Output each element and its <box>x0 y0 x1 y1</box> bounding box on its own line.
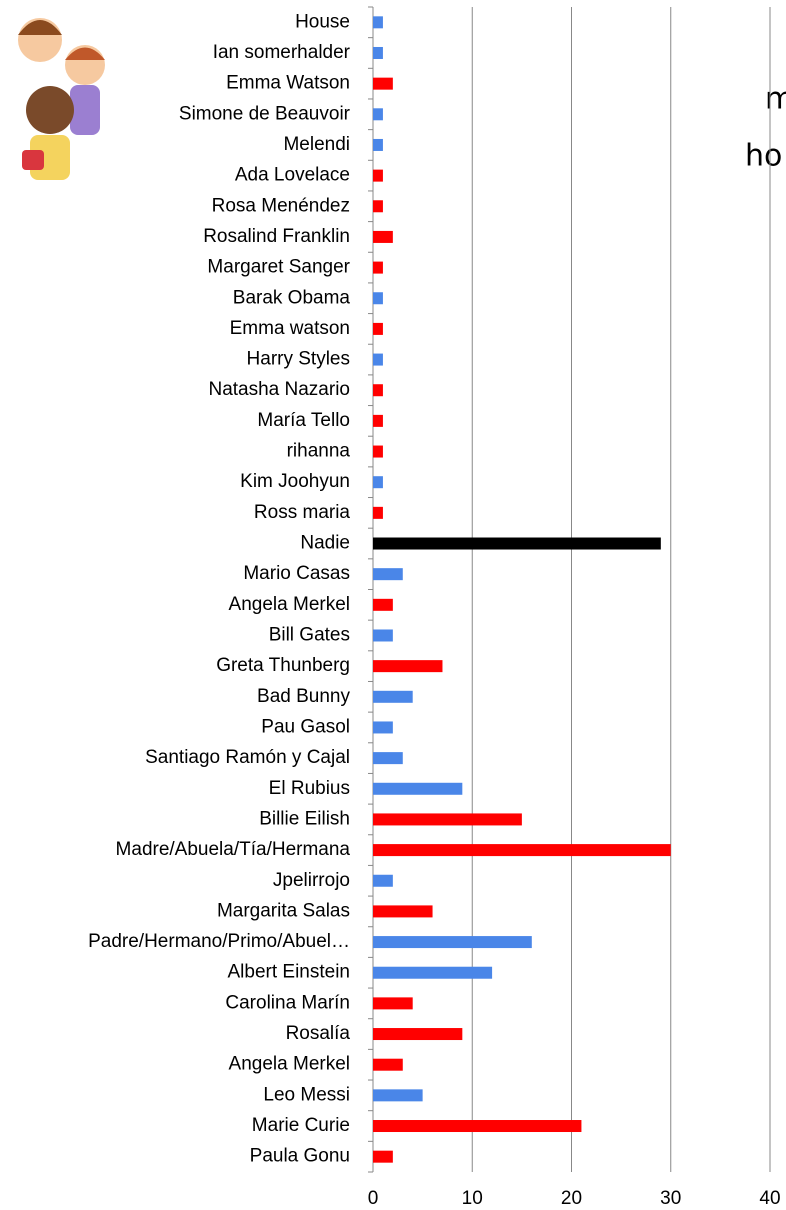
y-tick-label: Barak Obama <box>233 287 351 308</box>
bar <box>373 506 383 519</box>
bar <box>373 782 463 795</box>
y-tick-label: Rosalía <box>286 1023 351 1044</box>
y-tick-label: Leo Messi <box>263 1084 350 1105</box>
y-tick-label: Paula Gonu <box>250 1146 350 1167</box>
x-tick-label: 20 <box>561 1188 582 1209</box>
bar <box>373 966 493 979</box>
x-tick-label: 0 <box>368 1188 379 1209</box>
bar <box>373 230 393 243</box>
y-tick-label: Pau Gasol <box>261 716 350 737</box>
y-tick-label: Angela Merkel <box>229 1054 350 1075</box>
y-tick-label: Madre/Abuela/Tía/Hermana <box>116 839 351 860</box>
bar <box>373 476 383 489</box>
bar <box>373 598 393 611</box>
y-tick-label: María Tello <box>257 410 350 431</box>
y-tick-label: El Rubius <box>269 778 350 799</box>
y-tick-label: Ada Lovelace <box>235 165 350 186</box>
kids-illustration <box>18 18 105 180</box>
bar <box>373 46 383 59</box>
y-tick-label: Rosalind Franklin <box>203 226 350 247</box>
y-tick-label: Greta Thunberg <box>216 655 350 676</box>
bar <box>373 169 383 182</box>
y-tick-label: rihanna <box>287 441 351 462</box>
y-tick-label: Kim Joohyun <box>240 471 350 492</box>
y-tick-label: Padre/Hermano/Primo/Abuel… <box>88 931 350 952</box>
y-tick-label: Angela Merkel <box>229 594 350 615</box>
bar <box>373 690 413 703</box>
bar <box>373 568 403 581</box>
bar <box>373 813 522 826</box>
y-tick-label: Nadie <box>300 533 350 554</box>
bar <box>373 16 383 29</box>
y-tick-label: Ross maria <box>254 502 351 523</box>
y-tick-label: Margaret Sanger <box>207 257 350 278</box>
y-tick-label: Margarita Salas <box>217 900 350 921</box>
bar <box>373 77 393 90</box>
y-tick-label: Natasha Nazario <box>208 379 350 400</box>
bar <box>373 414 383 427</box>
y-tick-label: Bad Bunny <box>257 686 350 707</box>
y-tick-label: House <box>295 11 350 32</box>
bar <box>373 1058 403 1071</box>
y-tick-label: Carolina Marín <box>225 992 350 1013</box>
y-tick-label: Melendi <box>283 134 350 155</box>
bar <box>373 844 671 857</box>
bar <box>373 108 383 121</box>
side-text: ho <box>745 139 782 174</box>
bar <box>373 629 393 642</box>
bar <box>373 721 393 734</box>
bar <box>373 261 383 274</box>
bar <box>373 445 383 458</box>
y-tick-label: Simone de Beauvoir <box>179 103 351 124</box>
bar <box>373 322 383 335</box>
bar <box>373 1150 393 1163</box>
y-tick-label: Harry Styles <box>247 349 350 370</box>
y-tick-label: Bill Gates <box>269 625 350 646</box>
y-tick-label: Rosa Menéndez <box>212 195 350 216</box>
y-tick-label: Santiago Ramón y Cajal <box>145 747 350 768</box>
bar <box>373 997 413 1010</box>
bar <box>373 292 383 305</box>
y-tick-label: Emma Watson <box>226 73 350 94</box>
y-tick-label: Mario Casas <box>243 563 350 584</box>
bar <box>373 752 403 765</box>
x-tick-label: 10 <box>462 1188 483 1209</box>
y-tick-label: Albert Einstein <box>227 962 350 983</box>
y-tick-label: Marie Curie <box>252 1115 350 1136</box>
y-tick-label: Emma watson <box>230 318 350 339</box>
bar <box>373 1120 582 1133</box>
bar <box>373 874 393 887</box>
y-tick-label: Jpelirrojo <box>273 870 350 891</box>
bar <box>373 1028 463 1041</box>
bar <box>373 353 383 366</box>
bar <box>373 200 383 213</box>
bar <box>373 936 532 949</box>
y-tick-label: Billie Eilish <box>259 808 350 829</box>
x-tick-label: 30 <box>660 1188 681 1209</box>
bar <box>373 660 443 673</box>
side-text: m <box>765 82 786 117</box>
bar <box>373 537 661 550</box>
bar <box>373 138 383 151</box>
y-tick-label: Ian somerhalder <box>213 42 351 63</box>
bar <box>373 384 383 397</box>
x-tick-label: 40 <box>759 1188 780 1209</box>
bar <box>373 905 433 918</box>
bar <box>373 1089 423 1102</box>
